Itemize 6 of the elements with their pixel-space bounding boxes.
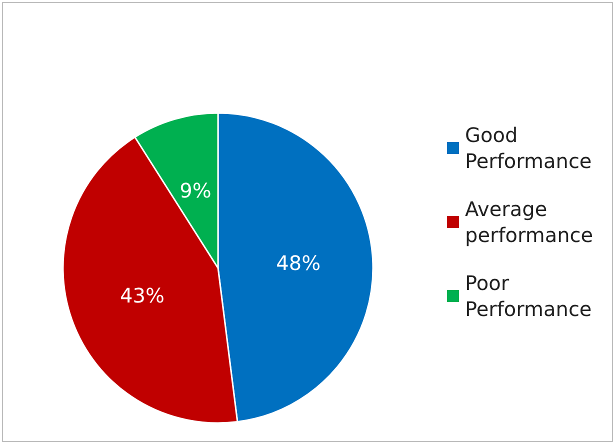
legend-label: Average performance: [465, 197, 594, 247]
legend-label: Poor Performance: [465, 271, 592, 321]
data-label: 48%: [276, 250, 321, 275]
data-label: 9%: [180, 178, 212, 203]
data-label: 43%: [120, 283, 164, 308]
legend-label: Good Performance: [465, 123, 592, 173]
